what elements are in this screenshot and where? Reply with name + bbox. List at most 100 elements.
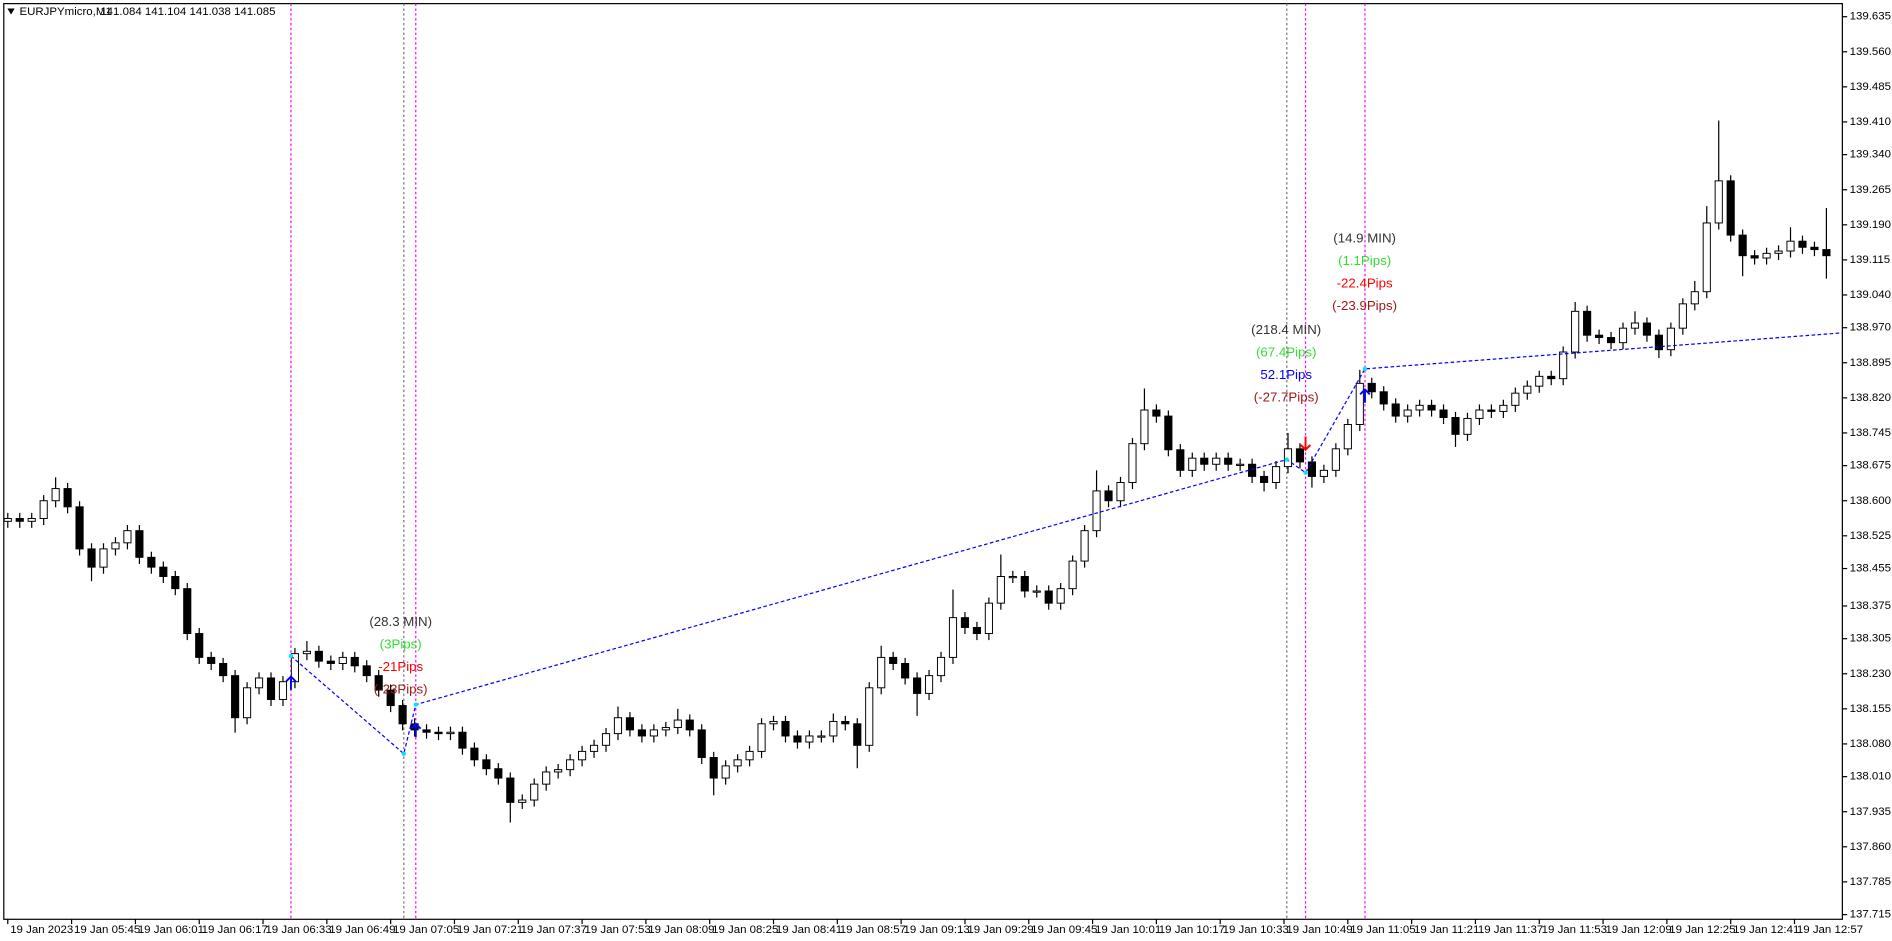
- trend-point: [1303, 470, 1308, 475]
- y-tick-label: 139.190: [1850, 219, 1891, 231]
- y-tick-label: 137.715: [1850, 909, 1891, 921]
- candle-body: [1283, 448, 1293, 468]
- candle-body: [63, 488, 72, 508]
- candle-body: [1092, 490, 1101, 532]
- x-tick-label: 19 Jan 11:21: [1414, 924, 1479, 936]
- candle-body: [314, 650, 323, 662]
- candle-body: [625, 717, 635, 731]
- trend-point: [1284, 457, 1289, 462]
- candle-body: [1451, 417, 1460, 435]
- candle-body: [398, 705, 407, 725]
- x-tick-label: 19 Jan 06:01: [138, 924, 204, 936]
- candle-body: [1343, 424, 1352, 450]
- y-tick-label: 138.675: [1850, 460, 1891, 472]
- candle-body: [936, 656, 946, 677]
- candle-body: [996, 576, 1005, 604]
- candle-body: [1642, 322, 1652, 336]
- y-tick-label: 138.155: [1850, 703, 1891, 715]
- candle-body: [1475, 409, 1484, 419]
- y-tick-label: 139.115: [1850, 254, 1891, 266]
- trend-point: [288, 653, 294, 659]
- x-tick-label: 19 Jan 12:57: [1797, 924, 1863, 936]
- candle-body: [1164, 415, 1173, 451]
- x-tick-label: 19 Jan 05:45: [74, 924, 140, 936]
- x-tick-label: 19 Jan 08:57: [840, 924, 906, 936]
- candle-body: [1056, 588, 1065, 604]
- candle-body: [1822, 249, 1831, 257]
- plot-frame: [3, 3, 1843, 920]
- candle-body: [1331, 448, 1340, 471]
- candle-body: [1583, 310, 1592, 336]
- candle-body: [1319, 469, 1328, 477]
- candle-body: [841, 720, 850, 725]
- candle-body: [254, 677, 264, 689]
- x-tick-label: 19 Jan 08:41: [776, 924, 842, 936]
- candle-body: [853, 723, 862, 746]
- candle-body: [1487, 409, 1496, 412]
- x-tick-label: 19 Jan 12:41: [1733, 924, 1799, 936]
- candle-body: [326, 660, 335, 664]
- candle-body: [1762, 252, 1771, 259]
- y-tick-label: 139.635: [1850, 11, 1891, 23]
- candle-body: [685, 719, 694, 731]
- plot-layer: 139.635 139.560 139.485 139.410 139.340 139.2…: [3, 3, 1891, 936]
- x-tick-label: 19 Jan 12:09: [1605, 924, 1671, 936]
- candle-body: [99, 548, 108, 568]
- candle-body: [1774, 250, 1783, 254]
- candle-body: [769, 720, 778, 725]
- candle-body: [1810, 246, 1819, 251]
- y-tick-label: 137.860: [1850, 841, 1891, 853]
- candle-body: [1212, 457, 1221, 465]
- candle-body: [1355, 382, 1364, 425]
- candle-body: [1630, 322, 1640, 329]
- candle-body: [709, 756, 718, 779]
- candle-body: [721, 765, 730, 779]
- candle-body: [1535, 375, 1544, 387]
- candle-body: [362, 665, 371, 677]
- candle-body: [231, 675, 240, 719]
- annotation-text: (-23Pips): [374, 682, 428, 697]
- annotation-text: (3Pips): [380, 637, 422, 652]
- x-tick-label: 19 Jan 07:37: [521, 924, 587, 936]
- candle-body: [589, 744, 599, 752]
- candle-body: [374, 675, 383, 691]
- candle-body: [266, 677, 276, 700]
- candle-body: [458, 731, 467, 749]
- annotation-text: (14.9 MIN): [1333, 230, 1396, 245]
- candle-body: [1248, 463, 1257, 477]
- candle-body: [1463, 417, 1472, 435]
- candle-body: [1152, 409, 1161, 417]
- ohlc-label: 141.084 141.104 141.038 141.085: [100, 6, 275, 18]
- candle-body: [123, 530, 132, 544]
- annotation-text: 52.1Pips: [1260, 367, 1312, 382]
- candle-body: [889, 656, 898, 664]
- candle-body: [697, 729, 706, 758]
- candle-body: [972, 626, 981, 635]
- candle-body: [566, 759, 575, 771]
- candle-body: [159, 566, 168, 577]
- x-tick-label: 19 Jan 09:29: [967, 924, 1033, 936]
- x-tick-label: 19 Jan 07:53: [584, 924, 650, 936]
- candle-body: [1307, 461, 1317, 477]
- signal-arrow: [1359, 388, 1371, 403]
- symbol-menu-icon[interactable]: [7, 8, 15, 15]
- y-tick-label: 139.485: [1850, 81, 1891, 93]
- signal-arrow: [285, 675, 297, 690]
- candle-body: [530, 783, 539, 801]
- candle-body: [135, 530, 144, 558]
- candle-body: [673, 719, 682, 729]
- candle-body: [745, 750, 754, 761]
- candle-body: [1738, 234, 1747, 257]
- y-tick-label: 138.970: [1850, 322, 1891, 334]
- candle-body: [1391, 403, 1400, 417]
- candle-body: [1379, 391, 1388, 405]
- y-tick-label: 138.745: [1850, 427, 1891, 439]
- x-tick-label: 19 Jan 11:05: [1350, 924, 1415, 936]
- candle-body: [183, 588, 192, 635]
- x-tick-label: 19 Jan 10:01: [1095, 924, 1161, 936]
- candle-body: [39, 500, 48, 519]
- candle-body: [1128, 443, 1137, 483]
- candle-body: [518, 799, 527, 803]
- y-tick-label: 139.560: [1850, 46, 1891, 58]
- y-tick-label: 138.080: [1850, 738, 1891, 750]
